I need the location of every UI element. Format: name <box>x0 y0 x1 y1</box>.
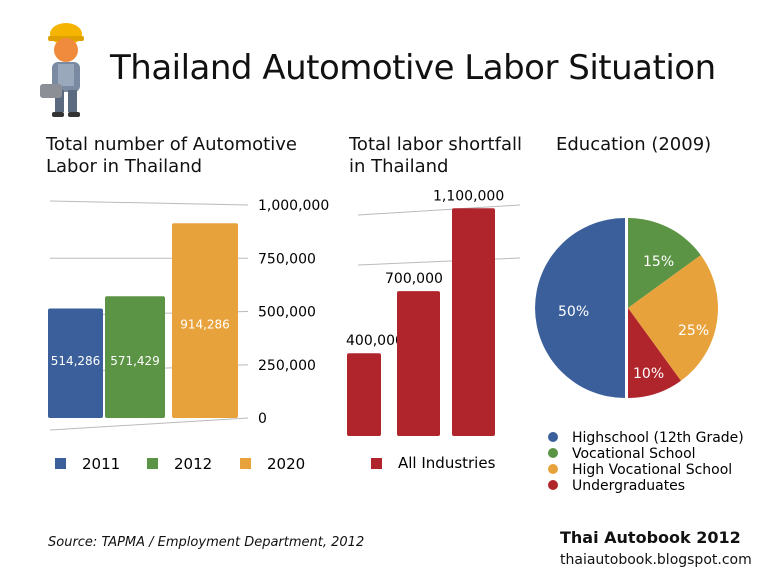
chart3-title: Education (2009) <box>556 134 712 155</box>
legend-label: 2011 <box>82 455 120 473</box>
pie-slice <box>628 255 718 381</box>
legend-label: Undergraduates <box>572 478 685 494</box>
legend-swatch <box>371 458 382 469</box>
bar <box>347 353 381 436</box>
data-label: 25% <box>678 323 709 339</box>
data-label: 514,286 <box>51 354 101 368</box>
legend-swatch <box>55 458 66 469</box>
y-tick-label: 0 <box>258 411 267 427</box>
brand-name: Thai Autobook 2012 <box>560 528 741 547</box>
legend-label: High Vocational School <box>572 462 732 478</box>
data-label: 400,000 <box>346 333 404 349</box>
bar <box>397 291 440 436</box>
data-label: 700,000 <box>385 271 443 287</box>
bar <box>452 208 495 436</box>
chart2-title-line: Total labor shortfall <box>349 134 522 155</box>
legend-label: All Industries <box>398 454 496 472</box>
bar <box>105 296 165 418</box>
gridline <box>357 257 521 266</box>
chart2-title-line: in Thailand <box>349 156 449 177</box>
legend-label: Highschool (12th Grade) <box>572 430 744 446</box>
legend-swatch <box>240 458 251 469</box>
data-label: 571,429 <box>110 354 160 368</box>
data-label: 10% <box>633 366 664 382</box>
data-label: 50% <box>558 304 589 320</box>
construction-worker-icon <box>36 20 96 120</box>
legend-label: Vocational School <box>572 446 696 462</box>
chart1-title-line: Total number of Automotive <box>46 134 297 155</box>
brand-url: thaiautobook.blogspot.com <box>560 552 752 568</box>
y-tick-label: 250,000 <box>258 358 316 374</box>
pie-slice <box>535 218 625 398</box>
chart1-title-line: Labor in Thailand <box>46 156 203 177</box>
legend-swatch <box>548 480 558 490</box>
data-label: 914,286 <box>180 317 230 331</box>
chart2-title: Total labor shortfall in Thailand <box>349 134 522 178</box>
legend-label: 2012 <box>174 455 212 473</box>
bar <box>172 223 238 418</box>
data-label: 15% <box>643 254 674 270</box>
chart1-title: Total number of Automotive Labor in Thai… <box>46 134 297 178</box>
legend-swatch <box>548 464 558 474</box>
y-tick-label: 750,000 <box>258 251 316 267</box>
gridline <box>357 204 521 216</box>
gridline <box>49 200 249 206</box>
bar <box>48 308 103 418</box>
data-label: 1,100,000 <box>433 188 504 204</box>
source-note: Source: TAPMA / Employment Department, 2… <box>48 535 365 550</box>
legend-label: 2020 <box>267 455 305 473</box>
pie-slice <box>628 308 681 398</box>
y-tick-label: 1,000,000 <box>258 198 329 214</box>
page-title: Thailand Automotive Labor Situation <box>110 48 716 88</box>
legend-swatch <box>147 458 158 469</box>
legend-swatch <box>548 432 558 442</box>
gridline <box>49 417 249 431</box>
legend-swatch <box>548 448 558 458</box>
pie-slice <box>628 218 701 308</box>
y-tick-label: 500,000 <box>258 305 316 321</box>
